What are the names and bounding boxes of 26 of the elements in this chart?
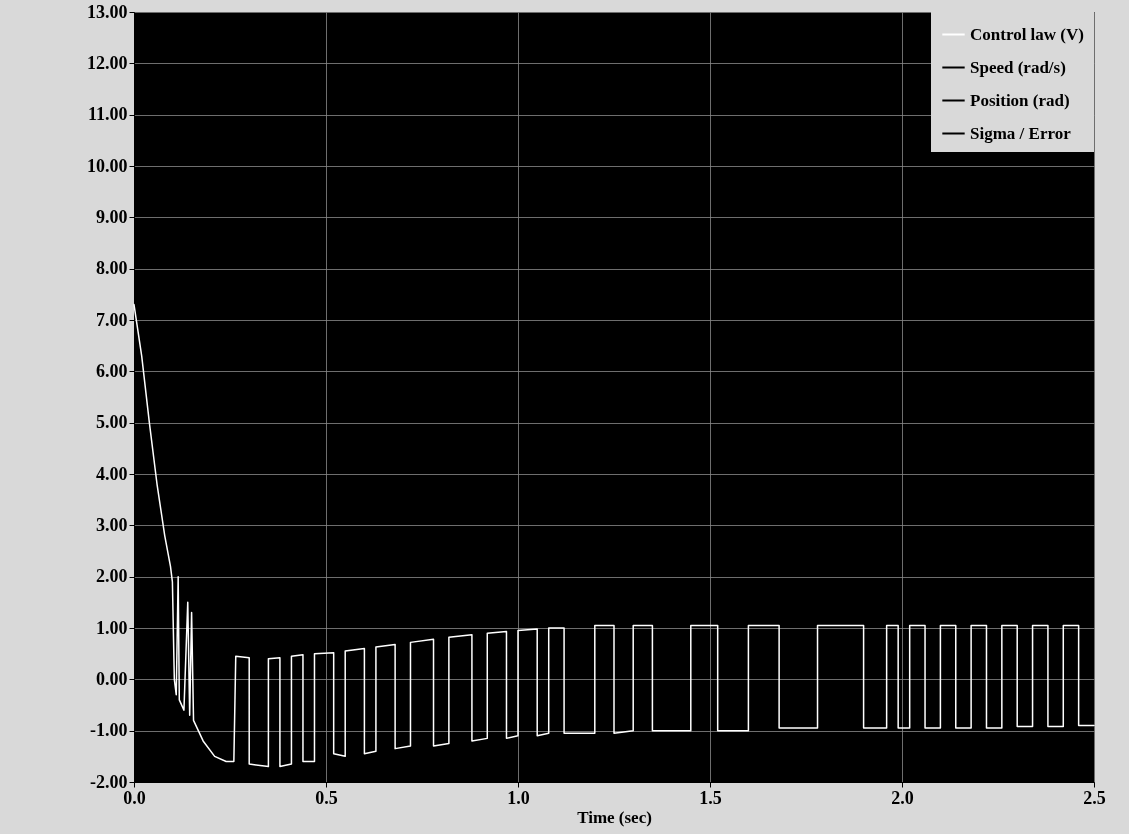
y-tick-label: 0.00	[96, 668, 128, 689]
legend-label: Position (rad)	[970, 90, 1070, 110]
x-tick-label: 1.0	[507, 787, 530, 808]
x-tick-label: 0.5	[315, 787, 338, 808]
y-tick-label: 4.00	[96, 463, 128, 484]
legend-label: Control law (V)	[970, 24, 1084, 44]
x-axis-title: Time (sec)	[577, 807, 652, 827]
y-tick-label: 10.00	[87, 155, 128, 176]
y-tick-label: 8.00	[96, 258, 128, 279]
legend-label: Speed (rad/s)	[970, 57, 1066, 77]
y-tick-label: 2.00	[96, 566, 128, 587]
x-tick-label: 1.5	[699, 787, 722, 808]
y-tick-label: 9.00	[96, 206, 128, 227]
y-tick-label: 11.00	[87, 104, 128, 125]
line-series	[133, 303, 1095, 768]
y-tick-label: -1.00	[90, 720, 128, 741]
y-tick-label: 13.00	[87, 1, 128, 22]
y-tick-label: 12.00	[87, 52, 128, 73]
y-tick-label: 7.00	[96, 309, 128, 330]
y-tick-label: 6.00	[96, 360, 128, 381]
y-tick-label: 1.00	[96, 617, 128, 638]
x-tick-label: 2.5	[1083, 787, 1106, 808]
y-tick-label: 5.00	[96, 412, 128, 433]
y-tick-label: 3.00	[96, 514, 128, 535]
legend-label: Sigma / Error	[970, 123, 1072, 143]
x-tick-label: 2.0	[891, 787, 914, 808]
